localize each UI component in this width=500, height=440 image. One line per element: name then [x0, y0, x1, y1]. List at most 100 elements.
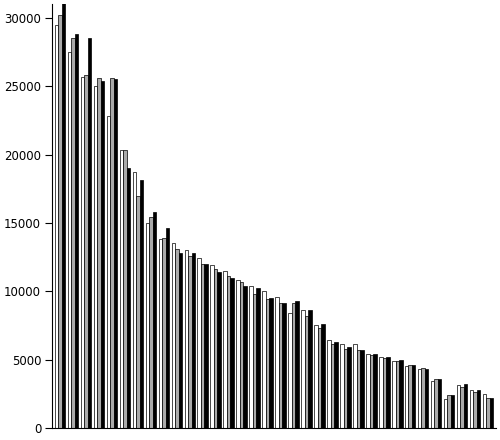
Bar	[360, 350, 364, 428]
Bar	[483, 394, 486, 428]
Bar	[146, 223, 149, 428]
Bar	[262, 291, 266, 428]
Bar	[204, 264, 208, 428]
Bar	[356, 350, 360, 428]
Bar	[253, 294, 256, 428]
Bar	[288, 313, 292, 428]
Bar	[162, 238, 166, 428]
Bar	[292, 304, 296, 428]
Bar	[97, 78, 100, 428]
Bar	[434, 379, 438, 428]
Bar	[301, 310, 304, 428]
Bar	[62, 1, 66, 428]
Bar	[334, 342, 338, 428]
Bar	[236, 280, 240, 428]
Bar	[227, 276, 230, 428]
Bar	[72, 38, 75, 428]
Bar	[175, 249, 178, 428]
Bar	[486, 398, 490, 428]
Bar	[110, 78, 114, 428]
Bar	[230, 278, 234, 428]
Bar	[55, 25, 58, 428]
Bar	[88, 38, 92, 428]
Bar	[318, 328, 321, 428]
Bar	[94, 86, 97, 428]
Bar	[132, 172, 136, 428]
Bar	[178, 253, 182, 428]
Bar	[304, 316, 308, 428]
Bar	[210, 265, 214, 428]
Bar	[166, 228, 169, 428]
Bar	[418, 369, 422, 428]
Bar	[344, 348, 347, 428]
Bar	[340, 345, 344, 428]
Bar	[431, 381, 434, 428]
Bar	[158, 239, 162, 428]
Bar	[250, 286, 253, 428]
Bar	[256, 289, 260, 428]
Bar	[214, 269, 218, 428]
Bar	[218, 272, 221, 428]
Bar	[240, 282, 244, 428]
Bar	[201, 264, 204, 428]
Bar	[172, 243, 175, 428]
Bar	[314, 325, 318, 428]
Bar	[392, 361, 396, 428]
Bar	[457, 385, 460, 428]
Bar	[321, 324, 324, 428]
Bar	[58, 15, 62, 428]
Bar	[366, 354, 370, 428]
Bar	[192, 253, 195, 428]
Bar	[140, 180, 143, 428]
Bar	[152, 212, 156, 428]
Bar	[451, 395, 454, 428]
Bar	[353, 345, 356, 428]
Bar	[464, 384, 468, 428]
Bar	[399, 359, 402, 428]
Bar	[408, 365, 412, 428]
Bar	[106, 116, 110, 428]
Bar	[149, 217, 152, 428]
Bar	[120, 150, 123, 428]
Bar	[448, 395, 451, 428]
Bar	[347, 347, 350, 428]
Bar	[425, 369, 428, 428]
Bar	[405, 367, 408, 428]
Bar	[80, 77, 84, 428]
Bar	[100, 81, 104, 428]
Bar	[75, 34, 78, 428]
Bar	[370, 356, 373, 428]
Bar	[422, 368, 425, 428]
Bar	[282, 304, 286, 428]
Bar	[224, 271, 227, 428]
Bar	[327, 341, 330, 428]
Bar	[330, 345, 334, 428]
Bar	[470, 389, 474, 428]
Bar	[444, 399, 448, 428]
Bar	[460, 387, 464, 428]
Bar	[379, 357, 382, 428]
Bar	[270, 298, 273, 428]
Bar	[373, 354, 376, 428]
Bar	[412, 365, 416, 428]
Bar	[308, 310, 312, 428]
Bar	[438, 379, 442, 428]
Bar	[126, 168, 130, 428]
Bar	[279, 304, 282, 428]
Bar	[474, 392, 477, 428]
Bar	[188, 256, 192, 428]
Bar	[114, 79, 117, 428]
Bar	[396, 361, 399, 428]
Bar	[276, 297, 279, 428]
Bar	[490, 398, 494, 428]
Bar	[84, 75, 87, 428]
Bar	[68, 52, 71, 428]
Bar	[198, 258, 201, 428]
Bar	[382, 358, 386, 428]
Bar	[477, 389, 480, 428]
Bar	[386, 357, 390, 428]
Bar	[123, 150, 126, 428]
Bar	[296, 301, 299, 428]
Bar	[184, 250, 188, 428]
Bar	[244, 286, 247, 428]
